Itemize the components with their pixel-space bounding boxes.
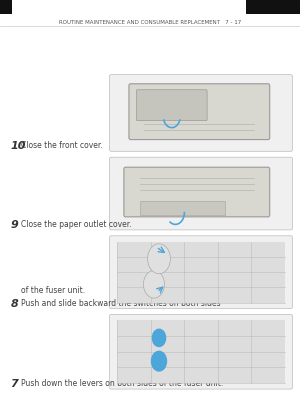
FancyBboxPatch shape <box>124 167 270 217</box>
Circle shape <box>148 244 170 274</box>
Text: 10: 10 <box>11 141 26 151</box>
Text: of the fuser unit.: of the fuser unit. <box>21 286 85 295</box>
FancyBboxPatch shape <box>0 0 12 14</box>
Text: Close the front cover.: Close the front cover. <box>21 141 103 151</box>
FancyBboxPatch shape <box>117 242 285 303</box>
FancyBboxPatch shape <box>110 314 292 389</box>
Text: ROUTINE MAINTENANCE AND CONSUMABLE REPLACEMENT   7 - 17: ROUTINE MAINTENANCE AND CONSUMABLE REPLA… <box>59 20 241 25</box>
FancyBboxPatch shape <box>110 75 292 151</box>
Text: Push and slide backward the switches on both sides: Push and slide backward the switches on … <box>21 299 220 308</box>
Text: 9: 9 <box>11 220 18 230</box>
FancyBboxPatch shape <box>246 0 300 14</box>
Circle shape <box>152 329 166 347</box>
FancyBboxPatch shape <box>110 236 292 309</box>
Text: 8: 8 <box>11 299 18 309</box>
FancyBboxPatch shape <box>136 90 207 121</box>
Text: Close the paper outlet cover.: Close the paper outlet cover. <box>21 220 132 229</box>
Text: 7: 7 <box>11 379 18 389</box>
Text: Push down the levers on both sides of the fuser unit.: Push down the levers on both sides of th… <box>21 379 223 388</box>
FancyBboxPatch shape <box>129 84 270 140</box>
FancyBboxPatch shape <box>140 201 225 215</box>
Circle shape <box>143 270 164 298</box>
Circle shape <box>152 351 166 371</box>
FancyBboxPatch shape <box>110 157 292 230</box>
FancyBboxPatch shape <box>117 320 285 383</box>
